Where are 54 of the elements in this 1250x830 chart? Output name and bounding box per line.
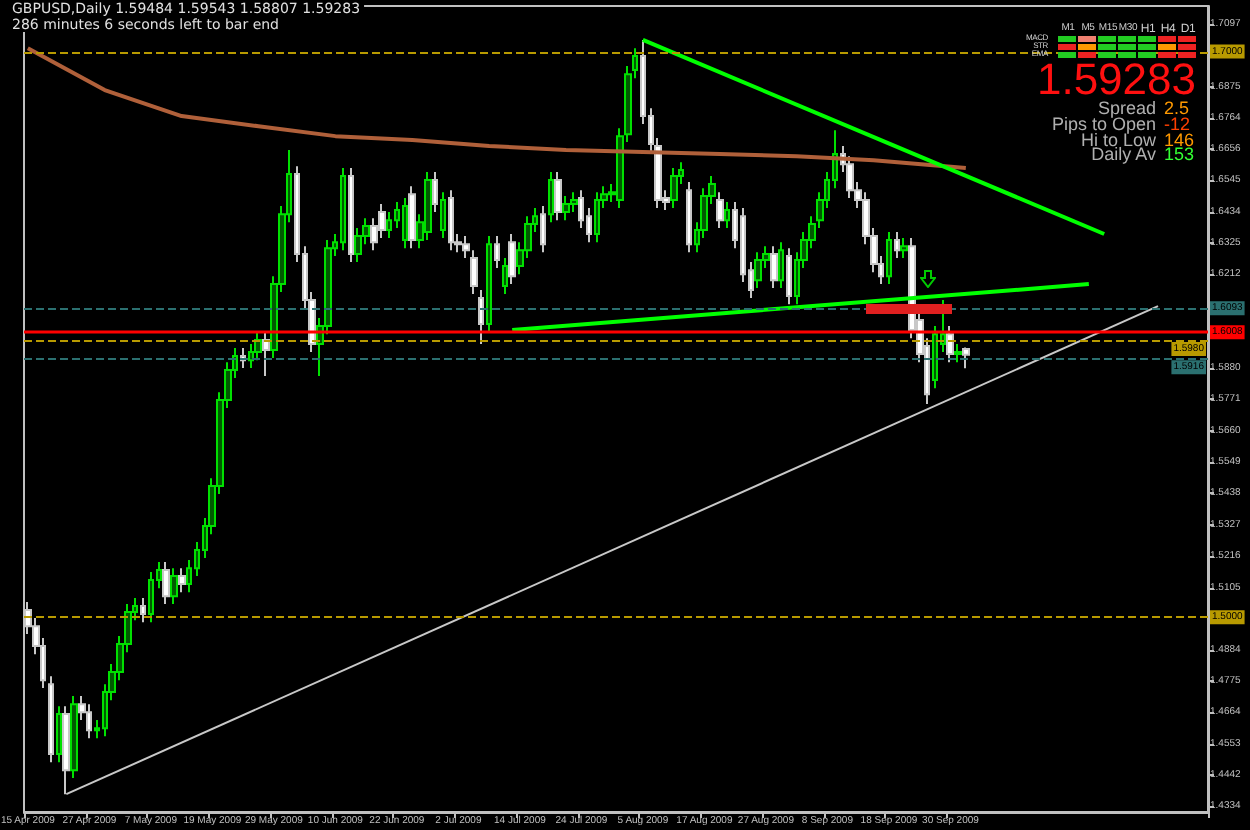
candlestick	[754, 251, 762, 290]
candlestick	[570, 191, 578, 213]
annotation: 153	[1164, 144, 1195, 164]
candlestick	[448, 189, 454, 252]
candlestick	[70, 695, 78, 780]
annotation: 146	[1164, 130, 1195, 150]
candlestick	[554, 171, 562, 222]
candlestick	[548, 171, 554, 224]
candlestick	[408, 185, 416, 250]
candlestick	[478, 289, 484, 346]
candlestick	[170, 567, 178, 606]
candlestick	[778, 241, 784, 290]
candlestick	[900, 236, 908, 260]
candlestick	[594, 191, 600, 244]
annotation: Hi to Low	[1080, 130, 1156, 150]
annotation: -12	[1164, 114, 1191, 134]
candlestick	[178, 567, 186, 594]
candlestick	[894, 231, 900, 260]
candlestick	[162, 560, 170, 606]
candlestick	[770, 245, 778, 290]
candlestick	[86, 703, 92, 740]
candlestick	[786, 247, 792, 306]
candlestick	[348, 167, 354, 264]
candlestick	[486, 235, 492, 334]
candlestick	[386, 210, 392, 239]
candlestick	[954, 343, 962, 364]
candlestick	[502, 257, 508, 295]
candlestick	[962, 346, 970, 370]
candlestick	[140, 597, 146, 624]
line-series	[25, 46, 968, 171]
candlestick	[424, 171, 432, 241]
candlestick	[686, 180, 692, 254]
candlestick	[886, 231, 892, 286]
candlestick	[670, 167, 678, 209]
annotation: 2.5	[1164, 98, 1190, 118]
candlestick	[432, 171, 438, 213]
candlestick	[508, 233, 516, 286]
candlestick	[540, 205, 546, 254]
candlestick	[254, 331, 262, 362]
candlestick	[48, 675, 54, 764]
candlestick	[340, 167, 346, 252]
candlestick	[716, 191, 724, 230]
candlestick	[946, 324, 954, 364]
annotation: Pips to Open	[1051, 114, 1156, 134]
annotation: Spread	[1097, 98, 1156, 118]
annotation: Daily Av	[1091, 144, 1156, 164]
candlestick	[562, 195, 570, 222]
candlestick	[440, 191, 446, 239]
candlestick	[262, 331, 270, 378]
candlestick	[402, 197, 408, 250]
candlestick	[56, 705, 62, 764]
candlestick	[724, 201, 730, 230]
candlestick	[494, 235, 500, 269]
annotation: 1.59283	[1036, 54, 1196, 104]
